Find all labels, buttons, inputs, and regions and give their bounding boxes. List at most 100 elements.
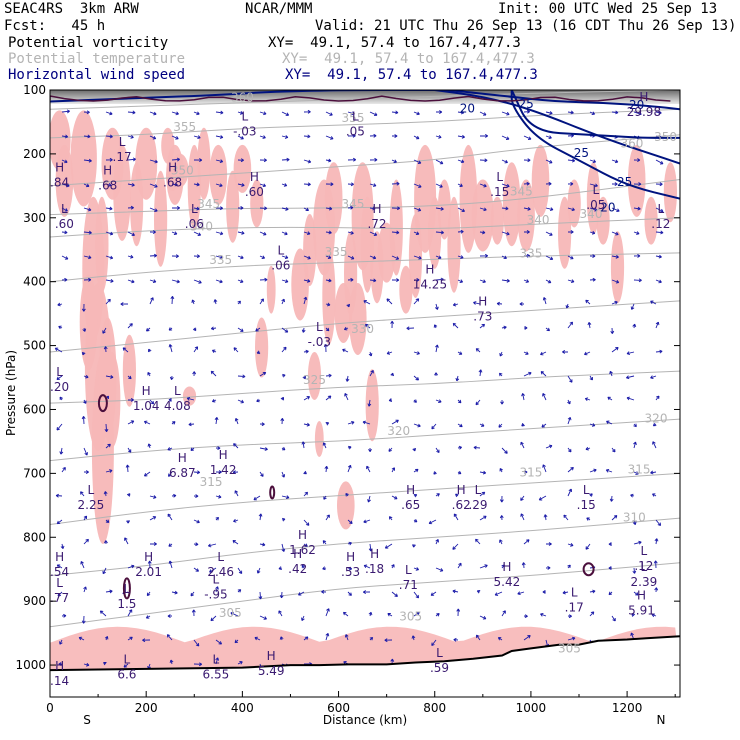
wind-vector: [545, 159, 553, 164]
wind-vector: [145, 615, 151, 619]
wind-vector: [303, 278, 311, 283]
wind-vector: [127, 420, 135, 425]
wind-vector: [611, 182, 618, 186]
wind-vector: [215, 446, 221, 450]
theta-label: 305: [399, 609, 422, 623]
wind-vector: [369, 278, 377, 283]
pv-shading-blob: [471, 179, 494, 252]
wind-vector: [391, 278, 400, 282]
pv-shading-blob: [322, 248, 336, 345]
wind-vector: [457, 279, 464, 283]
wind-vector: [149, 230, 156, 234]
wind-speed-contour-layer: [50, 90, 680, 200]
pv-extremum-value: .72: [367, 217, 386, 231]
pv-extremum-value: .29: [468, 498, 487, 512]
wind-vector: [501, 610, 506, 617]
wind-vector: [150, 542, 157, 546]
wind-vector: [83, 277, 92, 282]
wind-vector: [369, 255, 377, 260]
terrain-line: [50, 635, 680, 672]
wind-vector: [342, 348, 349, 353]
theta-contour-350: [50, 134, 680, 187]
wind-vector: [567, 279, 575, 284]
wind-vector: [562, 590, 569, 595]
pv-extremum-marker: L: [496, 170, 503, 184]
wind-vector: [280, 396, 285, 401]
pv-extremum-value: .20: [50, 380, 69, 394]
wind-vector: [363, 564, 371, 569]
wind-vector: [325, 395, 332, 401]
wind-vector: [476, 589, 481, 594]
wind-vector: [325, 255, 332, 259]
wind-vector: [303, 349, 309, 354]
wind-vector: [523, 206, 531, 211]
wind-vector: [213, 299, 218, 305]
wind-vector: [123, 663, 129, 668]
pv-extremum-marker: H: [425, 263, 434, 277]
wind-vector: [589, 589, 596, 594]
pv-extremum-marker: L: [61, 202, 68, 216]
theta-contour-325: [50, 370, 680, 404]
y-tick-label: 600: [23, 402, 46, 416]
wind-vector: [104, 636, 109, 641]
wind-vector: [633, 591, 639, 596]
wind-vector: [232, 540, 239, 545]
pv-extremum-value: .12: [651, 217, 670, 231]
wind-vector: [143, 420, 151, 425]
wind-vector: [125, 464, 130, 473]
wind-vector: [633, 441, 637, 449]
wind-vector: [433, 471, 437, 475]
wind-vector: [655, 349, 663, 354]
wind-vector: [237, 111, 244, 115]
wind-vector: [83, 399, 87, 404]
wind-vector: [303, 109, 311, 114]
wind-vector: [254, 636, 261, 641]
wind-vector: [611, 231, 619, 236]
pv-contour-ring: [97, 394, 108, 413]
wind-vector: [479, 158, 488, 163]
terrain-fill: [50, 636, 680, 697]
wind-vector: [473, 445, 481, 450]
wind-vector: [259, 447, 268, 451]
pv-extremum-marker: L: [174, 384, 181, 398]
wind-vector: [388, 398, 393, 403]
wind-vector: [347, 111, 355, 116]
wind-vector: [542, 464, 547, 473]
wind-vector: [325, 421, 330, 426]
wind-vector: [388, 516, 393, 521]
wind-vector: [237, 135, 244, 140]
wind-vector: [99, 610, 107, 617]
wind-vector: [237, 567, 243, 575]
wind-vector: [562, 350, 569, 354]
x-tick-label: 1200: [612, 701, 643, 715]
wind-vector: [61, 466, 66, 473]
pv-extremum-marker: L: [641, 544, 648, 558]
wind-vector: [102, 567, 107, 575]
pv-extremum-value: 5.91: [628, 604, 655, 618]
wind-vector: [303, 519, 310, 526]
pv-extremum-value: .68: [163, 176, 182, 190]
wind-vector: [171, 231, 178, 235]
wind-vector: [433, 324, 438, 329]
theta-label: 360: [620, 137, 643, 151]
wind-vector: [259, 615, 267, 620]
wind-vector: [611, 207, 620, 213]
wind-vector: [344, 634, 349, 641]
wind-vector: [655, 182, 663, 187]
wind-vector: [435, 344, 439, 353]
wind-vector: [325, 327, 330, 332]
wind-vector: [105, 278, 114, 283]
wind-vector: [521, 423, 525, 427]
wind-vector: [191, 609, 196, 617]
wind-vector: [479, 470, 487, 475]
wind-vector: [168, 398, 173, 402]
wind-vector: [210, 326, 217, 331]
wind-vector: [322, 566, 327, 571]
wind-vector: [215, 255, 223, 260]
pv-extremum-marker: L: [277, 244, 284, 258]
y-tick-label: 1000: [15, 658, 46, 672]
wind-vector: [479, 615, 487, 620]
pv-shading-blob: [324, 162, 343, 235]
wind-vector: [303, 470, 307, 475]
wind-vector: [611, 615, 616, 622]
